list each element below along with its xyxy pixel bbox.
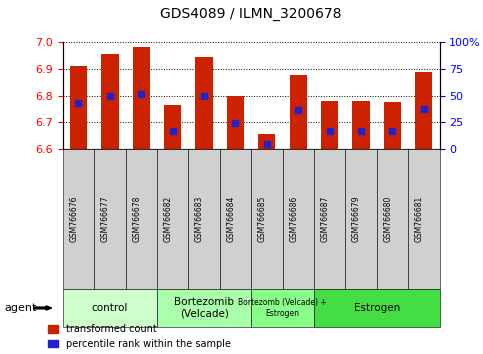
Text: GSM766686: GSM766686 <box>289 195 298 242</box>
Text: GSM766684: GSM766684 <box>227 195 236 242</box>
Bar <box>290 75 307 149</box>
Text: Bortezomib
(Velcade): Bortezomib (Velcade) <box>174 297 234 319</box>
Text: GDS4089 / ILMN_3200678: GDS4089 / ILMN_3200678 <box>160 7 342 21</box>
Text: agent: agent <box>5 303 37 313</box>
Legend: transformed count, percentile rank within the sample: transformed count, percentile rank withi… <box>48 324 231 349</box>
Text: control: control <box>92 303 128 313</box>
Bar <box>384 102 401 149</box>
Bar <box>101 55 118 149</box>
Bar <box>415 72 432 149</box>
Text: GSM766676: GSM766676 <box>70 195 78 242</box>
Text: GSM766680: GSM766680 <box>384 195 393 242</box>
Text: GSM766682: GSM766682 <box>164 195 173 242</box>
Bar <box>133 47 150 149</box>
Text: GSM766681: GSM766681 <box>415 195 424 242</box>
Text: GSM766687: GSM766687 <box>321 195 329 242</box>
Text: Bortezomb (Velcade) +
Estrogen: Bortezomb (Velcade) + Estrogen <box>238 298 327 318</box>
Text: GSM766685: GSM766685 <box>258 195 267 242</box>
Bar <box>164 105 181 149</box>
Bar <box>227 96 244 149</box>
Text: Estrogen: Estrogen <box>354 303 400 313</box>
Text: GSM766683: GSM766683 <box>195 195 204 242</box>
Bar <box>70 65 87 149</box>
Bar <box>258 134 275 149</box>
Bar <box>196 57 213 149</box>
Text: GSM766678: GSM766678 <box>132 195 142 242</box>
Text: GSM766677: GSM766677 <box>101 195 110 242</box>
Bar <box>353 102 369 149</box>
Bar <box>321 102 338 149</box>
Text: GSM766679: GSM766679 <box>352 195 361 242</box>
